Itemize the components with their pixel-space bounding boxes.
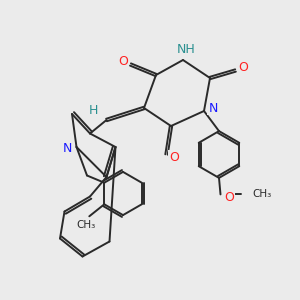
Text: O: O [238, 61, 248, 74]
Text: N: N [63, 142, 72, 155]
Text: H: H [88, 104, 98, 118]
Text: CH₃: CH₃ [77, 220, 96, 230]
Text: O: O [225, 191, 234, 204]
Text: O: O [118, 55, 128, 68]
Text: NH: NH [177, 43, 195, 56]
Text: O: O [169, 151, 179, 164]
Text: CH₃: CH₃ [252, 189, 271, 200]
Text: N: N [208, 101, 218, 115]
